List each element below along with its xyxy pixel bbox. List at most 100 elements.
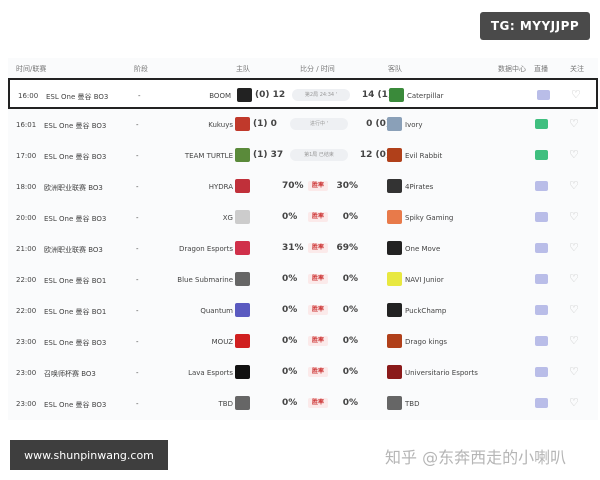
live-stream-icon[interactable] <box>535 212 548 222</box>
home-team-name[interactable]: TEAM TURTLE <box>184 152 233 160</box>
match-time: 23:00 <box>16 369 37 377</box>
live-stream-icon[interactable] <box>535 336 548 346</box>
away-team-name[interactable]: Universitario Esports <box>405 369 478 377</box>
home-score: (1) 0 <box>253 119 277 129</box>
league-name[interactable]: 欧洲职业联赛 BO3 <box>44 184 103 192</box>
live-stream-icon[interactable] <box>535 398 548 408</box>
home-team-name[interactable]: TBD <box>218 400 233 408</box>
watermark: 知乎 @东奔西走的小喇叭 <box>385 448 567 467</box>
league-name[interactable]: ESL One 曼谷 BO3 <box>44 401 107 409</box>
follow-heart-icon[interactable]: ♡ <box>569 179 579 192</box>
home-team-name[interactable]: MOUZ <box>211 338 233 346</box>
stage: - <box>136 183 139 191</box>
away-score: 0 (0) <box>366 119 390 129</box>
match-row[interactable]: 21:00 欧洲职业联赛 BO3 - Dragon Esports 31% 胜率 6… <box>8 233 598 264</box>
win-rate-badge: 胜率 <box>308 181 328 191</box>
live-stream-icon[interactable] <box>535 274 548 284</box>
home-team-name[interactable]: Dragon Esports <box>178 245 233 253</box>
away-team-name[interactable]: Ivory <box>405 121 423 129</box>
league-name[interactable]: 欧洲职业联赛 BO3 <box>44 246 103 254</box>
follow-heart-icon[interactable]: ♡ <box>569 334 579 347</box>
live-stream-icon[interactable] <box>535 243 548 253</box>
away-team-name[interactable]: One Move <box>405 245 441 253</box>
stage: - <box>136 369 139 377</box>
live-stream-icon[interactable] <box>535 367 548 377</box>
live-stream-icon[interactable] <box>535 305 548 315</box>
match-row[interactable]: 18:00 欧洲职业联赛 BO3 - HYDRA 70% 胜率 30% 4Pirat… <box>8 171 598 202</box>
league-name[interactable]: ESL One 曼谷 BO3 <box>46 93 109 101</box>
match-row[interactable]: 23:00 ESL One 曼谷 BO3 - TBD 0% 胜率 0% TBD ♡ <box>8 388 598 419</box>
match-row[interactable]: 17:00 ESL One 曼谷 BO3 - TEAM TURTLE (1) 3… <box>8 140 598 171</box>
follow-heart-icon[interactable]: ♡ <box>571 88 581 101</box>
away-score: 0% <box>342 398 358 408</box>
stage: - <box>136 214 139 222</box>
match-time: 22:00 <box>16 307 37 315</box>
home-team-name[interactable]: HYDRA <box>208 183 233 191</box>
away-score: 0% <box>342 305 358 315</box>
live-stream-icon[interactable] <box>535 181 548 191</box>
home-team-name[interactable]: Blue Submarine <box>177 276 233 284</box>
home-team-logo-icon <box>235 179 250 193</box>
home-score: 31% <box>282 243 304 253</box>
home-score: (1) 37 <box>253 150 284 160</box>
home-team-name[interactable]: Quantum <box>200 307 233 315</box>
live-stream-icon[interactable] <box>535 119 548 129</box>
league-name[interactable]: ESL One 曼谷 BO1 <box>44 277 107 285</box>
match-time: 21:00 <box>16 245 37 253</box>
home-score: 0% <box>282 305 298 315</box>
home-team-name[interactable]: XG <box>222 214 233 222</box>
match-row[interactable]: 20:00 ESL One 曼谷 BO3 - XG 0% 胜率 0% Spiky G… <box>8 202 598 233</box>
stage: - <box>138 92 141 100</box>
league-name[interactable]: ESL One 曼谷 BO3 <box>44 122 107 130</box>
away-team-logo-icon <box>387 117 402 131</box>
away-team-name[interactable]: Evil Rabbit <box>405 152 443 160</box>
away-team-name[interactable]: Caterpillar <box>407 92 444 100</box>
follow-heart-icon[interactable]: ♡ <box>569 365 579 378</box>
win-rate-badge: 胜率 <box>308 367 328 377</box>
match-row[interactable]: 23:00 召唤师杯赛 BO3 - Lava Esports 0% 胜率 0% Un… <box>8 357 598 388</box>
follow-heart-icon[interactable]: ♡ <box>569 241 579 254</box>
league-name[interactable]: ESL One 曼谷 BO3 <box>44 339 107 347</box>
home-team-name[interactable]: BOOM <box>209 92 231 100</box>
away-team-name[interactable]: Spiky Gaming <box>405 214 454 222</box>
match-row[interactable]: 22:00 ESL One 曼谷 BO1 - Blue Submarine 0%… <box>8 264 598 295</box>
match-row[interactable]: 16:00 ESL One 曼谷 BO3 - BOOM (0) 12 第2局 24… <box>8 78 598 109</box>
league-name[interactable]: 召唤师杯赛 BO3 <box>44 370 96 378</box>
league-name[interactable]: ESL One 曼谷 BO1 <box>44 308 107 316</box>
follow-heart-icon[interactable]: ♡ <box>569 210 579 223</box>
win-rate-badge: 胜率 <box>308 336 328 346</box>
home-team-name[interactable]: Kukuys <box>208 121 233 129</box>
header-live: 直播 <box>534 65 548 73</box>
league-name[interactable]: ESL One 曼谷 BO3 <box>44 153 107 161</box>
away-team-name[interactable]: TBD <box>405 400 420 408</box>
league-name[interactable]: ESL One 曼谷 BO3 <box>44 215 107 223</box>
home-team-name[interactable]: Lava Esports <box>188 369 233 377</box>
stage: - <box>136 152 139 160</box>
away-team-name[interactable]: NAVI Junior <box>405 276 444 284</box>
match-row[interactable]: 22:00 ESL One 曼谷 BO1 - Quantum 0% 胜率 0% Pu… <box>8 295 598 326</box>
follow-heart-icon[interactable]: ♡ <box>569 272 579 285</box>
home-team-logo-icon <box>235 303 250 317</box>
away-team-name[interactable]: Drago kings <box>405 338 448 346</box>
follow-heart-icon[interactable]: ♡ <box>569 303 579 316</box>
away-team-logo-icon <box>387 210 402 224</box>
away-team-logo-icon <box>387 179 402 193</box>
match-row[interactable]: 16:01 ESL One 曼谷 BO3 - Kukuys (1) 0 进行中 '… <box>8 109 598 140</box>
home-score: (0) 12 <box>255 90 286 100</box>
telegram-badge: TG: MYYJJPP <box>480 12 590 40</box>
away-team-name[interactable]: PuckChamp <box>405 307 447 315</box>
follow-heart-icon[interactable]: ♡ <box>569 396 579 409</box>
away-score: 12 (0) <box>359 150 390 160</box>
away-team-name[interactable]: 4Pirates <box>405 183 434 191</box>
follow-heart-icon[interactable]: ♡ <box>569 148 579 161</box>
away-score: 0% <box>342 212 358 222</box>
match-status: 第1局 已结束 <box>290 149 348 161</box>
match-time: 17:00 <box>16 152 37 160</box>
live-stream-icon[interactable] <box>537 90 550 100</box>
live-stream-icon[interactable] <box>535 150 548 160</box>
home-team-logo-icon <box>237 88 252 102</box>
match-row[interactable]: 23:00 ESL One 曼谷 BO3 - MOUZ 0% 胜率 0% Drago… <box>8 326 598 357</box>
home-team-logo-icon <box>235 241 250 255</box>
follow-heart-icon[interactable]: ♡ <box>569 117 579 130</box>
match-table: 时间/联赛 阶段 主队 比分 / 时间 客队 数据中心 直播 关注 16:00 … <box>8 58 598 420</box>
